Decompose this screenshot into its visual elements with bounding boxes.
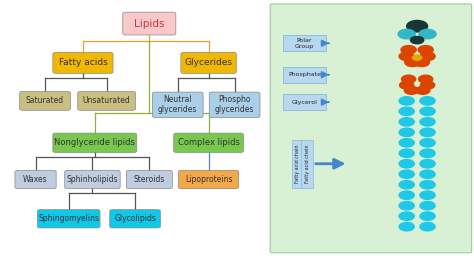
Circle shape bbox=[399, 212, 414, 220]
FancyBboxPatch shape bbox=[152, 92, 203, 117]
Circle shape bbox=[410, 36, 424, 44]
Text: Phospho
glycerides: Phospho glycerides bbox=[215, 95, 255, 114]
Text: Lipids: Lipids bbox=[134, 19, 164, 29]
Circle shape bbox=[420, 212, 435, 220]
Circle shape bbox=[399, 107, 414, 116]
Circle shape bbox=[399, 139, 414, 147]
FancyBboxPatch shape bbox=[78, 91, 136, 110]
Circle shape bbox=[407, 20, 428, 32]
Circle shape bbox=[399, 222, 414, 231]
Circle shape bbox=[412, 55, 422, 60]
Circle shape bbox=[420, 52, 435, 61]
FancyBboxPatch shape bbox=[15, 170, 56, 189]
Circle shape bbox=[420, 118, 435, 126]
Circle shape bbox=[420, 170, 435, 178]
Circle shape bbox=[404, 86, 419, 94]
Circle shape bbox=[399, 160, 414, 168]
FancyBboxPatch shape bbox=[270, 4, 472, 253]
FancyBboxPatch shape bbox=[126, 170, 173, 189]
FancyBboxPatch shape bbox=[53, 52, 113, 73]
Text: Glycerol: Glycerol bbox=[292, 100, 318, 105]
Circle shape bbox=[414, 58, 429, 67]
FancyBboxPatch shape bbox=[53, 133, 137, 152]
Circle shape bbox=[420, 97, 435, 105]
Circle shape bbox=[399, 181, 414, 189]
FancyBboxPatch shape bbox=[64, 170, 120, 189]
FancyBboxPatch shape bbox=[292, 140, 303, 188]
Circle shape bbox=[420, 191, 435, 199]
FancyBboxPatch shape bbox=[109, 210, 160, 228]
Text: Lipoproteins: Lipoproteins bbox=[185, 175, 232, 184]
Circle shape bbox=[399, 118, 414, 126]
Text: Glycolipids: Glycolipids bbox=[114, 214, 156, 223]
Circle shape bbox=[401, 46, 416, 54]
Text: Phosphate: Phosphate bbox=[288, 72, 321, 77]
Circle shape bbox=[418, 46, 433, 54]
Circle shape bbox=[416, 86, 430, 94]
Text: Fatty acid chain: Fatty acid chain bbox=[305, 145, 310, 183]
FancyBboxPatch shape bbox=[301, 140, 313, 188]
Circle shape bbox=[419, 29, 436, 39]
Circle shape bbox=[420, 81, 435, 89]
Circle shape bbox=[399, 97, 414, 105]
Text: Unsaturated: Unsaturated bbox=[83, 96, 130, 105]
Circle shape bbox=[399, 201, 414, 210]
Circle shape bbox=[405, 58, 420, 67]
Circle shape bbox=[420, 128, 435, 137]
Text: Glycerides: Glycerides bbox=[184, 58, 233, 67]
Text: Neutral
glycerides: Neutral glycerides bbox=[158, 95, 198, 114]
Circle shape bbox=[420, 139, 435, 147]
FancyBboxPatch shape bbox=[37, 210, 100, 228]
Circle shape bbox=[420, 160, 435, 168]
FancyBboxPatch shape bbox=[283, 35, 326, 51]
Circle shape bbox=[420, 149, 435, 157]
Circle shape bbox=[420, 107, 435, 116]
Text: Nonglyceride lipids: Nonglyceride lipids bbox=[55, 138, 135, 147]
Text: Sphinholipids: Sphinholipids bbox=[67, 175, 118, 184]
Circle shape bbox=[420, 201, 435, 210]
FancyBboxPatch shape bbox=[283, 94, 326, 110]
FancyBboxPatch shape bbox=[178, 170, 238, 189]
Circle shape bbox=[399, 191, 414, 199]
Text: Saturated: Saturated bbox=[26, 96, 64, 105]
FancyBboxPatch shape bbox=[19, 91, 70, 110]
FancyBboxPatch shape bbox=[123, 12, 176, 35]
FancyBboxPatch shape bbox=[283, 67, 326, 83]
Text: Fatty acids: Fatty acids bbox=[59, 58, 107, 67]
Circle shape bbox=[401, 75, 416, 83]
Circle shape bbox=[420, 181, 435, 189]
Circle shape bbox=[420, 222, 435, 231]
Text: Steroids: Steroids bbox=[134, 175, 165, 184]
Text: Waxes: Waxes bbox=[23, 175, 48, 184]
Circle shape bbox=[399, 170, 414, 178]
Circle shape bbox=[400, 81, 414, 89]
FancyBboxPatch shape bbox=[173, 133, 244, 152]
Circle shape bbox=[399, 52, 414, 61]
Text: Complex lipids: Complex lipids bbox=[178, 138, 239, 147]
Circle shape bbox=[419, 75, 433, 83]
FancyBboxPatch shape bbox=[181, 52, 236, 73]
Text: Polar
Group: Polar Group bbox=[295, 38, 314, 49]
Circle shape bbox=[399, 128, 414, 137]
Circle shape bbox=[398, 29, 415, 39]
Text: Fatty acid chain: Fatty acid chain bbox=[295, 145, 300, 183]
Text: Sphingomyelins: Sphingomyelins bbox=[38, 214, 99, 223]
Circle shape bbox=[399, 149, 414, 157]
FancyBboxPatch shape bbox=[210, 92, 260, 117]
